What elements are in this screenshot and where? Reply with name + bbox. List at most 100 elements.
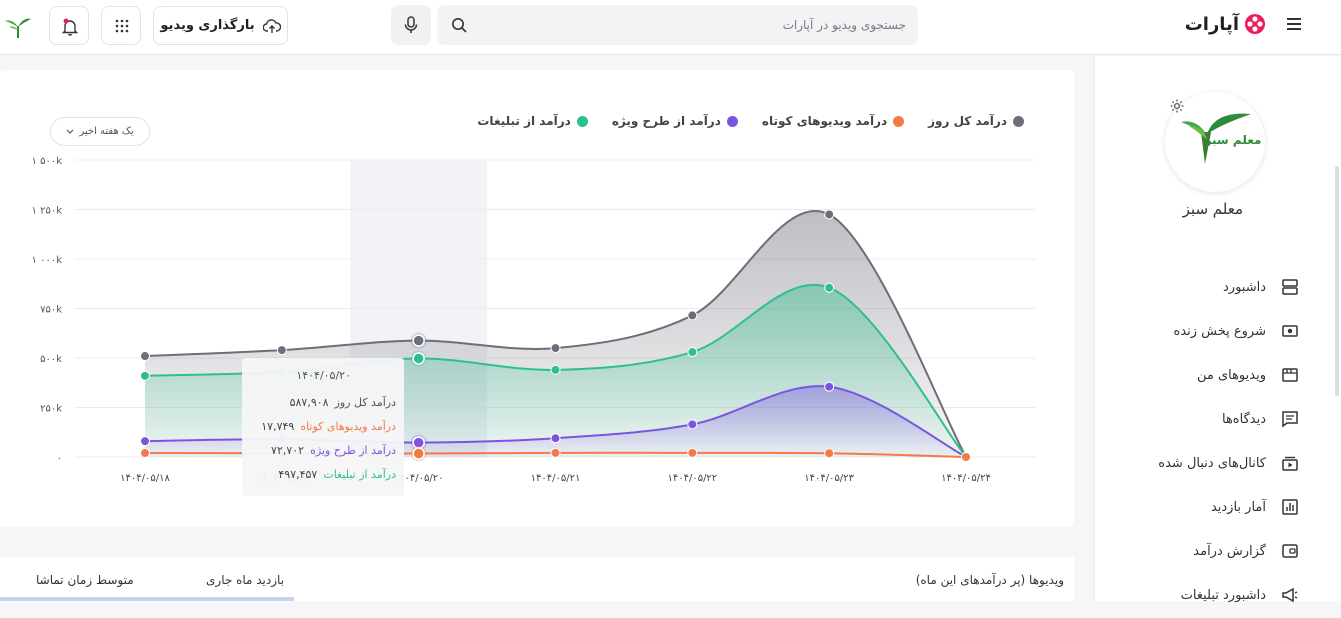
y-tick-label: ۱ ۰۰۰k xyxy=(32,255,63,266)
period-select[interactable]: یک هفته اخیر xyxy=(50,117,150,146)
channel-logo-icon: معلم سبز xyxy=(1181,113,1261,164)
chevron-down-icon xyxy=(66,129,74,134)
data-point xyxy=(412,352,425,365)
revenue-chart-card: درآمد کل روز درآمد ویدیوهای کوتاه درآمد … xyxy=(0,70,1074,527)
tooltip-date: ۱۴۰۴/۰۵/۲۰ xyxy=(296,369,351,382)
stats-icon xyxy=(1282,499,1298,515)
watch-time-column-header: متوسط زمان تماشا xyxy=(36,573,134,587)
studio-sidebar: معلم سبز معلم سبز داشبورد شروع پخش زنده … xyxy=(1094,56,1341,603)
data-point xyxy=(550,447,561,458)
data-point xyxy=(412,447,425,460)
y-tick-label: ۷۵۰k xyxy=(40,305,62,316)
dashboard-icon xyxy=(1282,279,1298,295)
legend-dot xyxy=(1013,115,1024,127)
legend-label: درآمد ویدیوهای کوتاه xyxy=(761,114,888,128)
data-point xyxy=(140,351,150,362)
menu-icon[interactable] xyxy=(1287,18,1301,30)
sidebar-item-dashboard[interactable]: داشبورد xyxy=(1094,266,1341,310)
data-point xyxy=(550,364,561,375)
legend-item-total[interactable]: درآمد کل روز xyxy=(928,114,1024,128)
x-tick-label: ۱۴۰۴/۰۵/۲۳ xyxy=(804,473,854,484)
period-label: یک هفته اخیر xyxy=(79,126,134,137)
top-videos-card: ویدیوها (پر درآمدهای این ماه) بازدید ماه… xyxy=(0,557,1074,601)
data-point xyxy=(550,433,561,444)
y-tick-label: ۲۵۰k xyxy=(40,404,62,415)
search-bar xyxy=(437,5,918,45)
aparat-logo-icon xyxy=(1245,14,1265,34)
data-point xyxy=(140,370,150,381)
legend-item-special[interactable]: درآمد از طرح ویژه xyxy=(612,114,738,128)
tooltip-row: درآمد کل روز ۵۸۷,۹۰۸ xyxy=(290,396,396,409)
channel-name: معلم سبز xyxy=(1182,200,1243,218)
x-tick-label: ۱۴۰۴/۰۵/۲۰ xyxy=(394,473,444,484)
top-bar: آپارات بارگذاری ویدیو xyxy=(0,0,1341,55)
tooltip-value: ۷۲,۷۰۲ xyxy=(271,444,305,457)
gear-icon[interactable] xyxy=(1169,98,1185,114)
tooltip-value: ۵۸۷,۹۰۸ xyxy=(289,396,329,409)
sidebar-scrollbar[interactable] xyxy=(1335,166,1339,396)
legend-item-shorts[interactable]: درآمد ویدیوهای کوتاه xyxy=(761,114,905,128)
x-tick-label: ۱۴۰۴/۰۵/۲۴ xyxy=(941,473,991,484)
legend-dot xyxy=(726,115,738,127)
x-tick-label: ۱۴۰۴/۰۵/۲۲ xyxy=(667,473,717,484)
chart-legend: درآمد کل روز درآمد ویدیوهای کوتاه درآمد … xyxy=(477,114,1024,128)
subscriptions-icon xyxy=(1282,456,1298,471)
comments-icon xyxy=(1282,411,1298,428)
user-avatar[interactable] xyxy=(4,12,32,40)
sidebar-nav: داشبورد شروع پخش زنده ویدیوهای من دیدگاه… xyxy=(1094,266,1341,618)
legend-item-ads[interactable]: درآمد از تبلیغات xyxy=(477,114,588,128)
sidebar-item-label: ویدیوهای من xyxy=(1196,368,1266,383)
legend-label: درآمد کل روز xyxy=(928,114,1007,128)
top-videos-title: ویدیوها (پر درآمدهای این ماه) xyxy=(915,573,1064,587)
apps-button[interactable] xyxy=(101,6,141,45)
sidebar-item-label: کانال‌های دنبال شده xyxy=(1158,456,1266,471)
legend-dot xyxy=(893,115,905,127)
sidebar-item-label: داشبورد xyxy=(1223,280,1266,295)
y-tick-label: ۰ xyxy=(57,453,62,464)
tooltip-row: درآمد از تبلیغات ۴۹۷,۴۵۷ xyxy=(278,468,396,481)
bell-icon xyxy=(62,18,78,36)
sidebar-item-revenue[interactable]: گزارش درآمد xyxy=(1094,530,1341,574)
revenue-area-chart[interactable]: ۰ ۲۵۰k ۵۰۰k ۷۵۰k ۱ ۰۰۰k ۱ ۲۵۰k ۱ ۵۰۰k ۱۴۰۴/۰۵/۱… xyxy=(0,140,1074,560)
microphone-icon xyxy=(404,16,418,33)
data-point xyxy=(824,209,835,220)
legend-label: درآمد از طرح ویژه xyxy=(611,114,721,128)
sidebar-item-comments[interactable]: دیدگاه‌ها xyxy=(1094,398,1341,442)
y-tick-label: ۱ ۲۵۰k xyxy=(32,206,63,217)
search-input[interactable] xyxy=(506,5,906,45)
tooltip-key: درآمد ویدیوهای کوتاه xyxy=(300,420,396,433)
views-column-header: بازدید ماه جاری xyxy=(206,573,285,587)
megaphone-icon xyxy=(1282,587,1298,603)
sidebar-item-live[interactable]: شروع پخش زنده xyxy=(1094,310,1341,354)
video-row-strip[interactable] xyxy=(0,597,294,601)
upload-video-button[interactable]: بارگذاری ویدیو xyxy=(153,6,288,45)
sidebar-item-label: گزارش درآمد xyxy=(1193,544,1266,559)
tooltip-value: ۱۷,۷۴۹ xyxy=(261,420,295,433)
sidebar-item-label: داشبورد تبلیغات xyxy=(1180,588,1266,603)
data-point xyxy=(961,452,971,462)
aparat-logo[interactable]: آپارات xyxy=(1185,12,1267,36)
search-icon[interactable] xyxy=(451,17,467,33)
tooltip-key: درآمد از طرح ویژه xyxy=(310,444,396,457)
notifications-button[interactable] xyxy=(49,6,89,45)
videos-icon xyxy=(1282,368,1298,382)
y-tick-label: ۱ ۵۰۰k xyxy=(32,156,63,167)
data-point xyxy=(687,419,698,430)
wallet-icon xyxy=(1282,544,1298,558)
sidebar-item-stats[interactable]: آمار بازدید xyxy=(1094,486,1341,530)
sidebar-item-subscriptions[interactable]: کانال‌های دنبال شده xyxy=(1094,442,1341,486)
sidebar-item-videos[interactable]: ویدیوهای من xyxy=(1094,354,1341,398)
data-point xyxy=(550,343,561,354)
data-point xyxy=(824,381,835,392)
sidebar-item-label: آمار بازدید xyxy=(1210,500,1266,515)
channel-avatar[interactable]: معلم سبز xyxy=(1165,92,1265,192)
sidebar-item-ads[interactable]: داشبورد تبلیغات xyxy=(1094,574,1341,618)
voice-search-button[interactable] xyxy=(391,5,431,45)
data-point xyxy=(140,436,150,447)
data-point xyxy=(687,310,698,321)
apps-grid-icon xyxy=(115,19,129,33)
tooltip-key: درآمد کل روز xyxy=(334,396,396,409)
tooltip-row: درآمد از طرح ویژه ۷۲,۷۰۲ xyxy=(271,444,396,457)
data-point xyxy=(687,347,698,358)
data-point xyxy=(824,282,835,293)
